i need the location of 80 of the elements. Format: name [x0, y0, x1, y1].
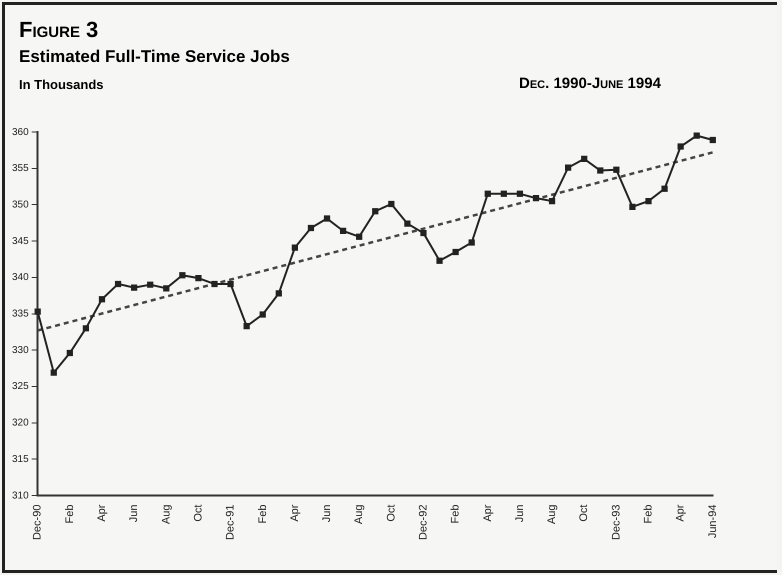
point	[484, 190, 491, 197]
point	[82, 325, 90, 332]
point	[548, 198, 556, 204]
point	[340, 228, 346, 234]
y-tick-label: 360	[12, 126, 30, 138]
chart-title: Figure 3	[19, 17, 98, 43]
point	[260, 311, 266, 318]
x-tick-label: Oct	[192, 504, 204, 522]
point	[308, 224, 314, 232]
y-tick-label: 345	[12, 236, 30, 247]
point	[34, 308, 41, 315]
point	[388, 200, 394, 208]
x-tick-label: Jun	[321, 504, 334, 522]
point	[66, 350, 73, 356]
point	[565, 164, 572, 171]
point	[597, 167, 604, 174]
point	[276, 290, 282, 297]
point	[244, 323, 250, 330]
point	[613, 166, 620, 173]
point	[114, 280, 122, 288]
point	[131, 284, 138, 291]
x-tick-label: Oct	[385, 504, 398, 522]
x-tick-label: Apr	[96, 504, 108, 522]
y-tick-label: 340	[12, 272, 30, 284]
point	[581, 156, 588, 162]
point	[50, 370, 57, 376]
point	[227, 280, 234, 288]
x-tick-label: Dec-90	[32, 504, 44, 540]
point	[500, 190, 507, 197]
point	[356, 234, 362, 240]
chart-subtitle: Estimated Full-Time Service Jobs	[19, 47, 290, 67]
y-tick-label: 310	[12, 490, 30, 502]
x-tick-label: Oct	[578, 504, 590, 522]
x-tick-label: Apr	[674, 504, 687, 522]
y-tick-label: 330	[12, 344, 30, 356]
point	[452, 248, 459, 256]
x-tick-label: Aug	[160, 504, 172, 524]
point	[98, 296, 106, 302]
x-tick-label: Apr	[288, 504, 301, 522]
y-tick-label: 350	[12, 199, 30, 210]
point	[468, 239, 475, 246]
x-tick-label: Dec-91	[224, 504, 237, 540]
x-tick-label: Jun	[514, 504, 526, 522]
y-tick-label: 325	[12, 381, 30, 392]
x-tick-label: Dec-93	[610, 504, 622, 540]
point	[163, 285, 170, 292]
y-tick-label: 335	[12, 308, 30, 320]
point	[372, 208, 378, 214]
x-tick-label: Feb	[256, 504, 269, 524]
y-axis-title: In Thousands	[19, 77, 104, 92]
x-tick-label: Feb	[450, 504, 462, 524]
x-tick-label: Dec-92	[417, 504, 430, 540]
point	[324, 215, 330, 222]
point	[516, 190, 524, 197]
x-tick-label: Aug	[353, 504, 366, 524]
x-tick-label: Aug	[546, 504, 558, 524]
text: Dec. 1990-June 1994	[519, 75, 661, 92]
x-tick-label: Feb	[642, 504, 655, 524]
point	[404, 220, 411, 227]
x-tick-label: Jun	[128, 504, 140, 522]
point	[694, 132, 700, 139]
point	[629, 204, 636, 210]
x-tick-label: Feb	[64, 504, 76, 524]
y-tick-label: 355	[12, 163, 30, 174]
x-tick-label: Jun-94	[706, 504, 719, 538]
point	[645, 198, 652, 204]
point	[179, 272, 186, 278]
point	[292, 244, 298, 251]
point	[661, 186, 668, 192]
point	[147, 282, 154, 288]
point	[436, 258, 443, 264]
point	[710, 136, 716, 144]
point	[532, 195, 540, 202]
x-tick-label: Apr	[482, 504, 494, 522]
y-tick-label: 320	[12, 418, 30, 429]
point	[420, 230, 427, 236]
point	[678, 143, 684, 150]
point	[211, 280, 218, 288]
y-tick-label: 315	[12, 454, 30, 465]
point	[195, 275, 202, 282]
